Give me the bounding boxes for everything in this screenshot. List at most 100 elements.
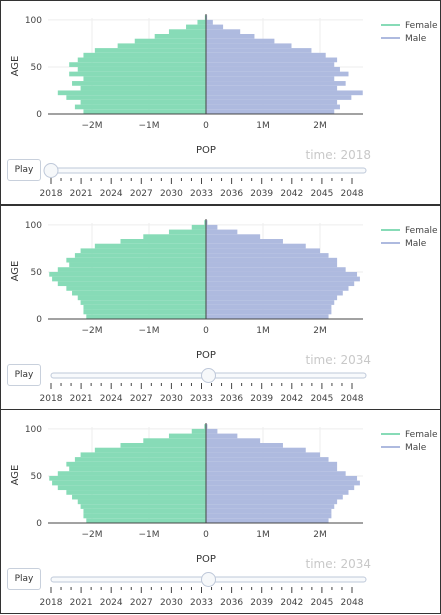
slider-year-label[interactable]: 2024	[100, 598, 123, 608]
play-button[interactable]: Play	[7, 568, 41, 590]
slider-year-label[interactable]: 2030	[160, 189, 183, 199]
male-bar	[206, 99, 338, 105]
slider-year-label[interactable]: 2027	[130, 598, 153, 608]
female-bar	[197, 19, 206, 25]
female-bar	[66, 490, 206, 495]
x-tick-label: −1M	[138, 121, 159, 131]
play-button[interactable]: Play	[7, 364, 41, 386]
male-bar	[206, 257, 338, 263]
male-bar	[206, 109, 335, 114]
slider-year-label[interactable]: 2045	[310, 598, 333, 608]
female-bar	[80, 99, 206, 105]
slider-handle[interactable]	[201, 572, 216, 587]
male-bar	[206, 433, 238, 439]
slider-year-label[interactable]: 2045	[310, 189, 333, 199]
slider-year-label[interactable]: 2039	[250, 189, 273, 199]
slider-handle[interactable]	[43, 163, 59, 178]
legend-female-label[interactable]: Female	[405, 226, 438, 236]
slider-track[interactable]	[50, 167, 367, 174]
male-bar	[206, 66, 340, 72]
female-bar	[120, 239, 206, 244]
slider-year-label[interactable]: 2036	[220, 598, 243, 608]
legend-male-label[interactable]: Male	[405, 34, 427, 44]
slider-year-label[interactable]: 2033	[190, 394, 213, 404]
male-bar	[206, 499, 338, 505]
female-bar	[83, 309, 206, 315]
legend-male-label[interactable]: Male	[405, 443, 427, 453]
male-bar	[206, 76, 335, 82]
slider-year-label[interactable]: 2021	[70, 394, 93, 404]
male-bar	[206, 513, 332, 519]
x-tick-label: 0	[203, 121, 209, 131]
slider-year-label[interactable]: 2027	[130, 189, 153, 199]
play-button[interactable]: Play	[7, 159, 41, 181]
y-tick-label: 50	[31, 63, 43, 73]
population-pyramid-panel: 0 50 100 −2M −1M 0 1M 2M AGE POP Female Male time: 2…	[0, 205, 441, 410]
female-bar	[168, 229, 206, 235]
male-bar	[206, 443, 283, 448]
female-bar	[66, 95, 206, 100]
slider-year-label[interactable]: 2018	[40, 394, 63, 404]
male-bar	[206, 262, 338, 268]
slider-year-label[interactable]: 2039	[250, 598, 273, 608]
female-bar	[86, 314, 206, 319]
female-bar	[72, 81, 206, 86]
legend-male-label[interactable]: Male	[405, 239, 427, 249]
slider-year-label[interactable]: 2024	[100, 394, 123, 404]
slider-year-label[interactable]: 2030	[160, 598, 183, 608]
male-bar	[206, 267, 346, 272]
slider-year-label[interactable]: 2021	[70, 189, 93, 199]
female-bar	[168, 433, 206, 439]
population-pyramid-panel: 0 50 100 −2M −1M 0 1M 2M AGE POP Female Male time: 2…	[0, 409, 441, 614]
male-bar	[206, 24, 224, 30]
slider-year-label[interactable]: 2048	[341, 189, 364, 199]
female-bar	[57, 471, 206, 476]
female-bar	[120, 443, 206, 448]
slider-year-label[interactable]: 2042	[280, 598, 303, 608]
female-bar	[57, 485, 206, 491]
slider-year-label[interactable]: 2042	[280, 189, 303, 199]
slider-year-label[interactable]: 2033	[190, 598, 213, 608]
male-bar	[206, 34, 255, 39]
slider-year-label[interactable]: 2039	[250, 394, 273, 404]
x-tick-label: 0	[203, 326, 209, 336]
slider-year-label[interactable]: 2036	[220, 394, 243, 404]
population-pyramid-panel: 0 50 100 −2M −1M 0 1M 2M AGE POP Female Male time: 2…	[0, 0, 441, 205]
slider-year-label[interactable]: 2018	[40, 598, 63, 608]
slider-year-label[interactable]: 2048	[341, 394, 364, 404]
slider-year-label[interactable]: 2042	[280, 394, 303, 404]
male-bar	[206, 504, 335, 509]
slider-year-label[interactable]: 2036	[220, 189, 243, 199]
male-bar	[206, 438, 261, 443]
time-label: time: 2034	[305, 353, 371, 367]
female-bar	[77, 57, 206, 63]
female-bar	[154, 34, 206, 39]
female-bar	[77, 499, 206, 505]
slider-year-label[interactable]: 2030	[160, 394, 183, 404]
male-bar	[206, 224, 218, 230]
female-bar	[52, 276, 206, 282]
slider-year-label[interactable]: 2021	[70, 598, 93, 608]
legend-female-label[interactable]: Female	[405, 21, 438, 31]
y-tick-label: 0	[36, 519, 42, 529]
male-bar	[206, 480, 360, 486]
slider-year-label[interactable]: 2048	[341, 598, 364, 608]
slider-year-label[interactable]: 2027	[130, 394, 153, 404]
male-bar	[206, 447, 306, 453]
male-bar	[206, 71, 349, 77]
x-tick-label: −2M	[81, 121, 102, 131]
y-tick-label: 100	[25, 16, 42, 26]
x-tick-label: −1M	[138, 326, 159, 336]
slider-year-label[interactable]: 2018	[40, 189, 63, 199]
female-bar	[83, 513, 206, 519]
female-bar	[80, 300, 206, 305]
legend-female-label[interactable]: Female	[405, 430, 438, 440]
male-bar	[206, 485, 355, 491]
male-bar	[206, 38, 275, 44]
slider-handle[interactable]	[201, 368, 216, 383]
slider-year-label[interactable]: 2033	[190, 189, 213, 199]
slider-year-label[interactable]: 2045	[310, 394, 333, 404]
female-bar	[57, 281, 206, 287]
slider-year-label[interactable]: 2024	[100, 189, 123, 199]
y-tick-label: 0	[36, 315, 42, 325]
